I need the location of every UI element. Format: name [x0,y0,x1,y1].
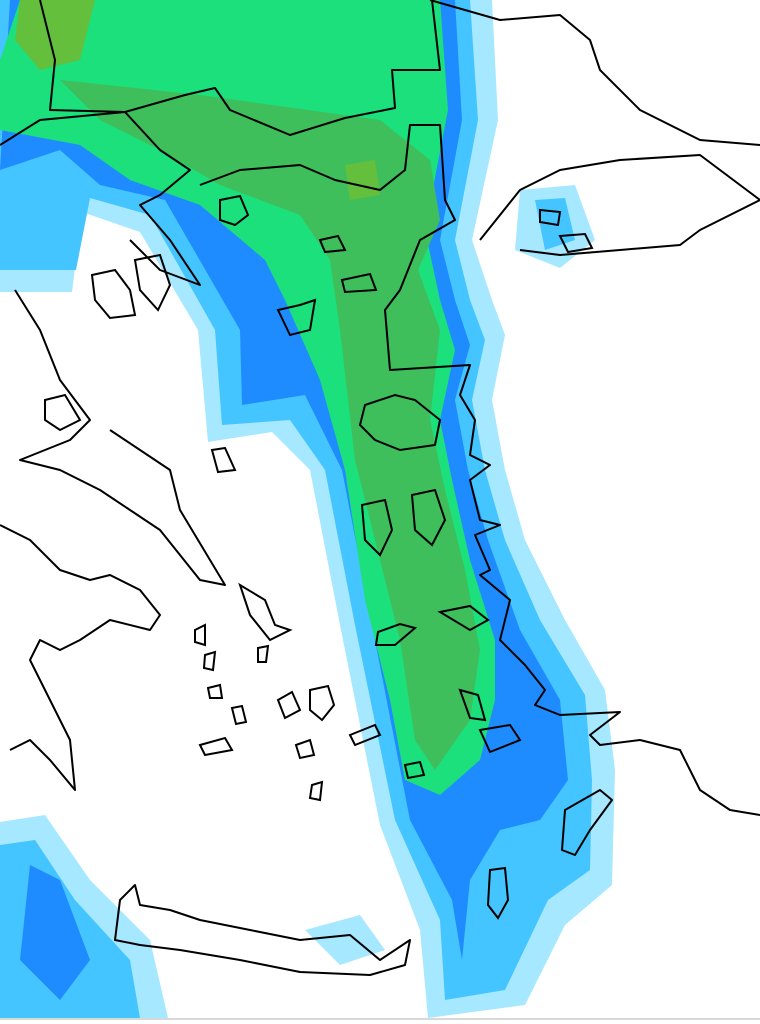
rain-area [345,160,380,200]
border-line [39,0,441,136]
island [257,644,270,663]
island-rhodes [561,789,613,856]
island [276,298,317,337]
rain-area [305,915,385,965]
island [198,736,234,757]
island [202,650,217,672]
islands [44,194,594,920]
island-chios [360,498,394,557]
island-lesbos [358,393,442,452]
coastline [0,111,201,286]
island [539,208,562,227]
island [478,723,522,754]
island [437,604,490,632]
island-crete [114,884,411,976]
island [340,272,378,294]
island [309,684,336,722]
island [348,723,382,747]
rain-area [20,865,90,1000]
island-samos [374,622,418,646]
island [294,738,316,760]
island [230,704,248,726]
coastline [429,0,760,146]
island [194,623,206,647]
coastline [14,289,226,586]
island [206,683,224,699]
island [238,582,293,642]
island [90,268,137,320]
rain-area [15,0,95,70]
coastlines [0,0,760,976]
coastline [479,154,760,256]
island [308,780,324,802]
island [558,232,594,254]
island-karpathos [486,866,510,920]
island [410,488,447,547]
coastline [199,124,760,816]
coastline [0,524,161,791]
island [458,688,487,722]
island [318,234,347,254]
island [44,393,82,432]
island [403,760,426,780]
island [219,194,250,227]
island [276,690,302,720]
rain-area [60,80,480,770]
precipitation-intense [15,0,480,770]
island [133,253,172,312]
island [210,446,237,474]
